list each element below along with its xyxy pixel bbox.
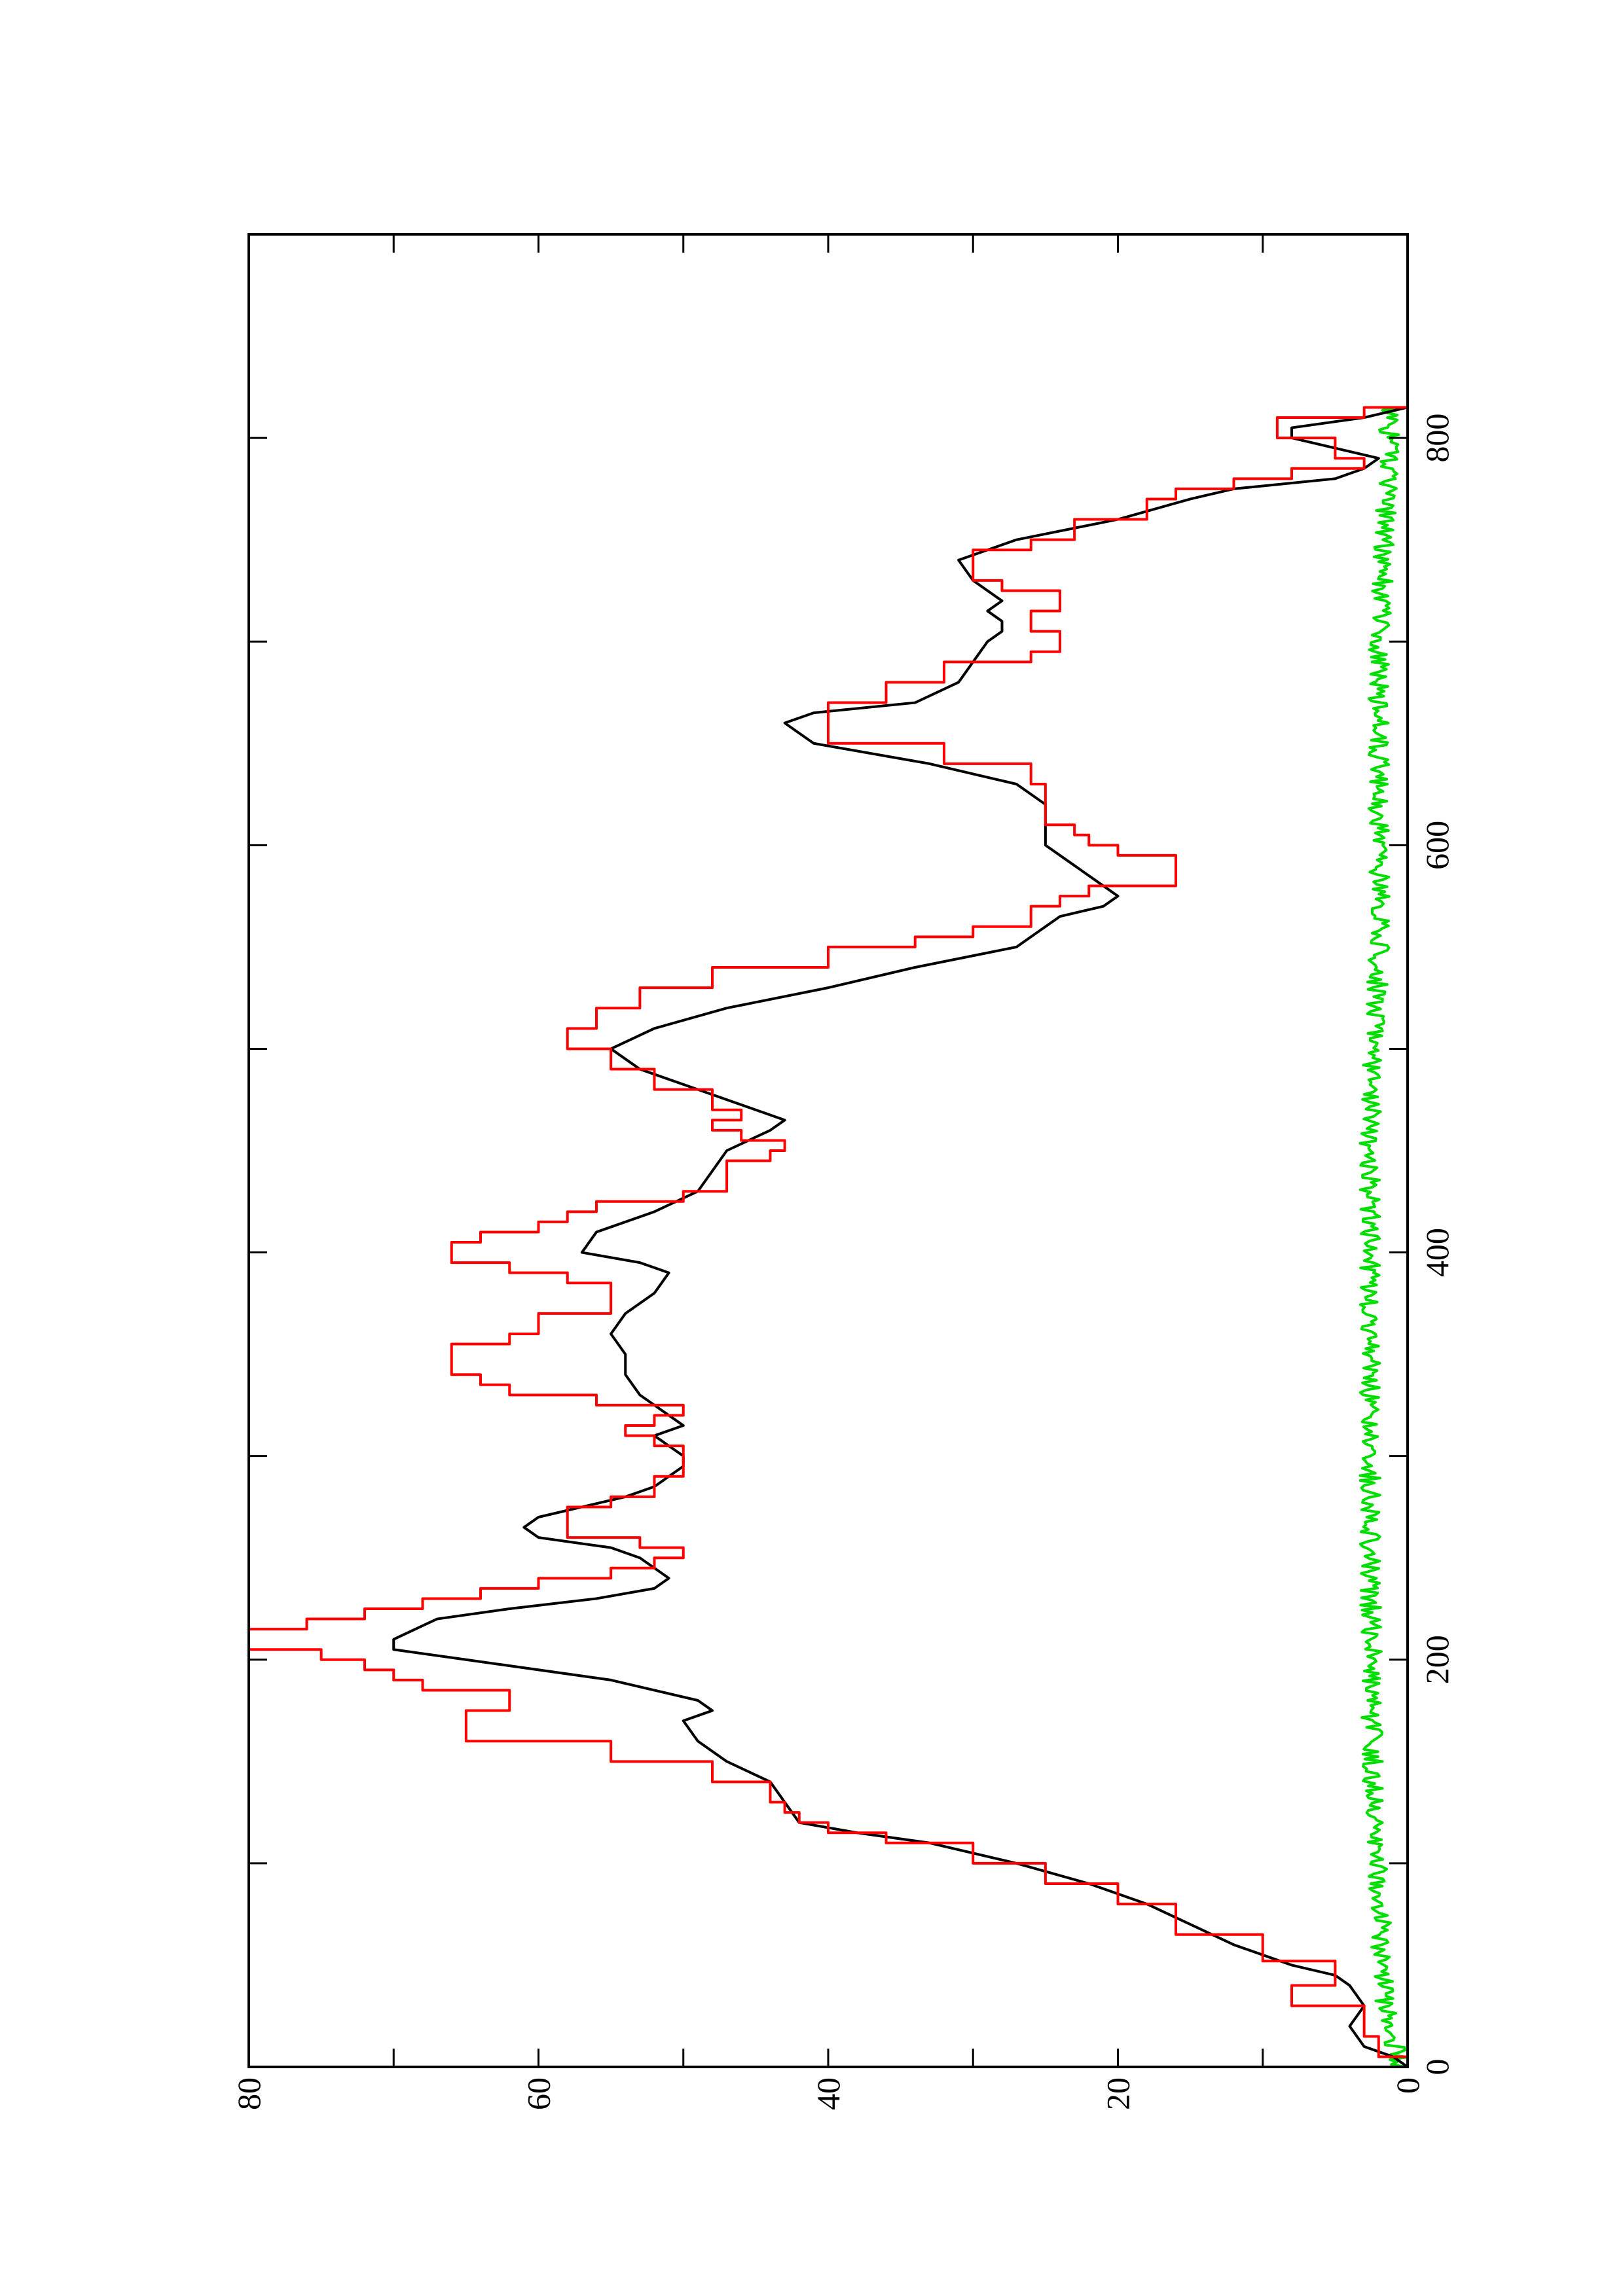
y-tick-label: 80 bbox=[230, 2077, 267, 2110]
ticks-layer bbox=[247, 234, 1409, 2068]
series-layer bbox=[247, 406, 1409, 2068]
series-line-red bbox=[247, 406, 1409, 2067]
tick-labels: 0 200 400 600 800 0 20 40 60 80 bbox=[230, 414, 1455, 2110]
x-tick-label: 200 bbox=[1419, 1635, 1455, 1684]
x-tick-label: 400 bbox=[1419, 1228, 1455, 1277]
y-tick-label: 40 bbox=[810, 2077, 847, 2110]
plot-frame bbox=[247, 233, 1409, 2068]
y-tick-label: 60 bbox=[520, 2077, 557, 2110]
y-tick-label: 20 bbox=[1100, 2077, 1137, 2110]
x-tick-label: 600 bbox=[1419, 821, 1455, 870]
series-line-green bbox=[1359, 406, 1409, 2068]
x-tick-label: 800 bbox=[1419, 414, 1455, 463]
series-line-black bbox=[392, 406, 1409, 2068]
y-tick-label: 0 bbox=[1389, 2077, 1426, 2094]
x-tick-label: 0 bbox=[1419, 2059, 1455, 2075]
